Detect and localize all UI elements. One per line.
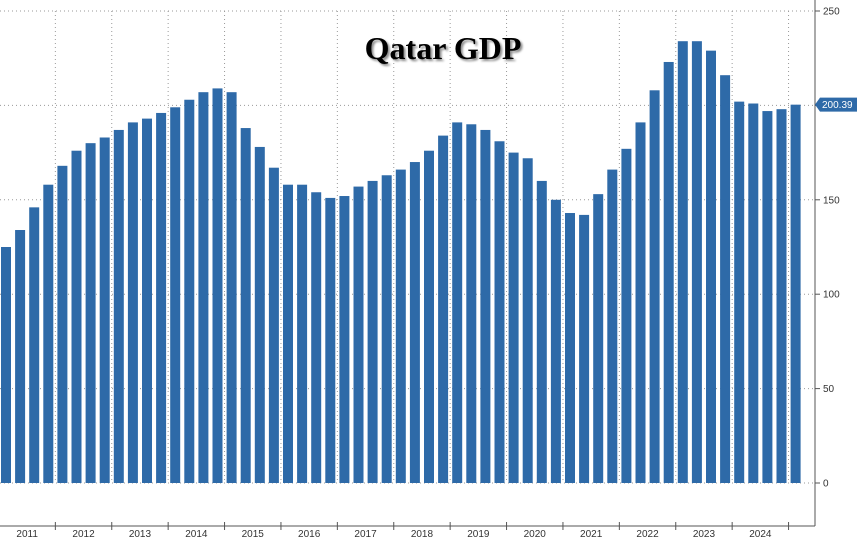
last-value-tag: 200.39 — [815, 97, 857, 112]
bar — [409, 162, 420, 484]
bars — [1, 41, 801, 484]
bar — [127, 122, 138, 483]
bar — [226, 92, 237, 484]
bar — [240, 128, 251, 483]
x-tick-label: 2019 — [467, 529, 490, 539]
x-tick-label: 2021 — [580, 529, 603, 539]
bar — [85, 143, 96, 483]
bar — [762, 111, 773, 484]
bar — [438, 135, 449, 483]
bar — [170, 107, 181, 484]
x-tick-label: 2023 — [693, 529, 716, 539]
chart-title: Qatar GDP — [365, 30, 522, 66]
bar — [297, 184, 308, 484]
bar — [748, 103, 759, 484]
x-tick-label: 2022 — [636, 529, 659, 539]
y-tick-label: 50 — [823, 384, 835, 395]
axes — [0, 0, 820, 530]
bar — [254, 146, 265, 483]
bar — [720, 75, 731, 483]
bar — [184, 99, 195, 484]
bar — [283, 184, 293, 484]
bar — [353, 186, 364, 484]
bar — [677, 41, 688, 483]
bar — [381, 175, 392, 484]
bar — [268, 167, 279, 484]
bar — [15, 230, 26, 483]
bar — [480, 129, 491, 483]
bar — [734, 101, 745, 484]
bar — [494, 141, 505, 483]
bar — [325, 197, 336, 484]
x-tick-label: 2017 — [354, 529, 377, 539]
x-tick-label: 2011 — [16, 529, 38, 539]
y-axis-labels: 050100150200250 — [823, 7, 840, 490]
bar — [776, 109, 787, 484]
bar — [706, 50, 716, 483]
grid — [0, 10, 815, 484]
bar — [99, 137, 110, 483]
y-tick-label: 0 — [823, 479, 829, 490]
bar — [43, 184, 54, 484]
bar — [635, 122, 646, 483]
x-tick-label: 2012 — [72, 529, 95, 539]
x-tick-label: 2014 — [185, 529, 208, 539]
bar — [452, 122, 463, 483]
x-tick-label: 2013 — [129, 529, 152, 539]
bar — [212, 88, 223, 484]
bar — [565, 213, 575, 484]
last-value-label: 200.39 — [822, 100, 853, 111]
bar — [113, 129, 124, 483]
bar — [156, 112, 167, 484]
bar — [579, 214, 590, 484]
bar — [663, 61, 674, 483]
bar — [311, 192, 322, 484]
bar — [649, 90, 660, 484]
y-tick-label: 100 — [823, 290, 840, 301]
bar — [593, 194, 604, 484]
bar — [550, 199, 561, 484]
x-tick-label: 2018 — [411, 529, 434, 539]
bar — [607, 169, 618, 484]
bar — [71, 150, 82, 483]
bar — [29, 207, 40, 484]
bar — [1, 247, 11, 483]
bar — [522, 158, 533, 483]
x-tick-label: 2016 — [298, 529, 321, 539]
bar — [790, 104, 801, 483]
x-tick-label: 2024 — [749, 529, 772, 539]
bar — [57, 165, 68, 484]
x-tick-label: 2020 — [524, 529, 547, 539]
bar — [424, 150, 434, 483]
bar — [691, 41, 702, 483]
x-tick-label: 2015 — [242, 529, 265, 539]
y-tick-label: 250 — [823, 7, 840, 18]
bar — [508, 152, 519, 483]
bar — [621, 148, 632, 483]
bar — [339, 196, 350, 484]
last-value-tag-bg — [815, 97, 857, 112]
y-tick-label: 150 — [823, 195, 840, 206]
bar — [536, 180, 547, 484]
bar — [395, 169, 406, 484]
bar — [367, 180, 378, 484]
bar — [466, 124, 477, 483]
bar — [198, 92, 209, 484]
x-axis-labels: 2011 2012 2013 2014 2015 2016 2017 2018 2019 2020… — [16, 529, 772, 539]
bar — [142, 118, 152, 483]
